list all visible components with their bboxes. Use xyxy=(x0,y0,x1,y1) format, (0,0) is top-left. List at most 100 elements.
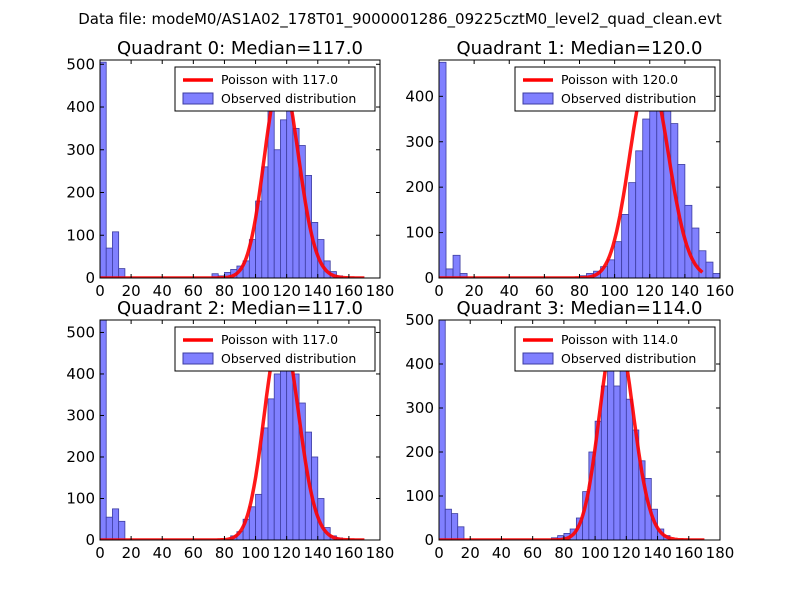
histogram-bar xyxy=(118,520,126,540)
poisson-curve xyxy=(100,326,365,540)
y-tick-label: 500 xyxy=(66,55,95,73)
quadrant-3-title: Quadrant 3: Median=114.0 xyxy=(457,298,703,319)
y-tick-label: 100 xyxy=(405,487,434,505)
x-tick-label: 40 xyxy=(153,544,172,562)
x-tick-label: 100 xyxy=(600,282,629,300)
figure-title: Data file: modeM0/AS1A02_178T01_90000012… xyxy=(78,10,722,29)
histogram-bar xyxy=(600,385,608,540)
legend-observed-label: Observed distribution xyxy=(221,351,356,366)
histogram-bar xyxy=(635,150,644,278)
y-tick-label: 300 xyxy=(405,399,434,417)
x-tick-label: 60 xyxy=(184,282,203,300)
y-tick-label: 400 xyxy=(66,98,95,116)
x-tick-label: 120 xyxy=(612,544,641,562)
y-tick-label: 200 xyxy=(66,448,95,466)
histogram-bar xyxy=(614,241,623,278)
y-tick-label: 200 xyxy=(66,184,95,202)
y-tick-label: 200 xyxy=(405,443,434,461)
histogram-bar xyxy=(451,513,459,540)
x-tick-label: 100 xyxy=(581,544,610,562)
y-tick-label: 300 xyxy=(66,406,95,424)
quadrant-2-plot: Quadrant 2: Median=117.00 20 40 60 80 100 120 1… xyxy=(66,298,394,562)
x-tick-label: 120 xyxy=(272,282,301,300)
x-tick-label: 40 xyxy=(500,282,519,300)
x-tick-label: 160 xyxy=(335,544,364,562)
x-tick-label: 160 xyxy=(674,544,703,562)
x-tick-label: 140 xyxy=(303,282,332,300)
legend-poisson-label: Poisson with 120.0 xyxy=(561,72,678,87)
histogram-bar xyxy=(286,106,294,278)
legend-box xyxy=(514,326,716,372)
quadrant-1-plot: Quadrant 1: Median=120.0 0 20 40 60 80 100 120 1… xyxy=(405,38,734,300)
x-tick-label: 120 xyxy=(635,282,664,300)
quadrant-0-title: Quadrant 0: Median=117.0 xyxy=(117,38,363,59)
x-tick-label: 80 xyxy=(554,544,573,562)
quadrant-3-legend: Poisson with 114.0 Observed distribution xyxy=(514,326,716,372)
quadrant-0-legend: Poisson with 117.0 Observed distribution xyxy=(174,66,376,112)
quadrant-1-legend: Poisson with 120.0 Observed distribution xyxy=(514,66,716,112)
quadrant-1-title: Quadrant 1: Median=120.0 xyxy=(457,38,703,59)
legend-observed-label: Observed distribution xyxy=(561,91,696,106)
y-tick-label: 0 xyxy=(85,531,95,549)
x-tick-label: 80 xyxy=(215,282,234,300)
y-tick-label: 0 xyxy=(424,269,434,287)
x-tick-label: 60 xyxy=(523,544,542,562)
poisson-curve xyxy=(439,327,705,540)
histogram-bar xyxy=(267,398,275,540)
x-tick-label: 60 xyxy=(535,282,554,300)
histogram-bar xyxy=(621,214,630,278)
x-tick-label: 0 xyxy=(434,282,444,300)
histogram-bar xyxy=(261,427,269,540)
quadrant-3-axes-frame xyxy=(438,319,721,541)
legend-observed-swatch xyxy=(182,352,214,365)
quadrant-2-legend: Poisson with 117.0 Observed distribution xyxy=(174,326,376,372)
histogram-bar xyxy=(439,320,446,540)
histogram-bar xyxy=(444,508,452,540)
histogram-bar xyxy=(439,61,447,278)
y-tick-label: 500 xyxy=(405,311,434,329)
x-tick-label: 180 xyxy=(366,544,395,562)
legend-observed-label: Observed distribution xyxy=(561,351,696,366)
histogram-bar xyxy=(712,273,720,278)
quadrant-2-data xyxy=(100,320,365,540)
histogram-bar xyxy=(112,508,120,540)
x-tick-label: 20 xyxy=(122,544,141,562)
x-tick-label: 140 xyxy=(671,282,700,300)
histogram-bar xyxy=(255,493,263,540)
legend-observed-label: Observed distribution xyxy=(221,91,356,106)
y-tick-label: 100 xyxy=(405,224,434,242)
legend-box xyxy=(514,66,716,112)
histogram-bar xyxy=(286,367,294,540)
y-tick-label: 400 xyxy=(405,355,434,373)
x-tick-label: 20 xyxy=(122,282,141,300)
quadrant-0-axes-frame xyxy=(99,59,381,279)
histogram-bar xyxy=(273,373,281,540)
y-tick-label: 0 xyxy=(85,269,95,287)
legend-poisson-label: Poisson with 117.0 xyxy=(221,72,338,87)
histogram-bar xyxy=(705,261,714,278)
histogram-bar xyxy=(625,398,633,540)
x-tick-label: 60 xyxy=(184,544,203,562)
legend-observed-swatch xyxy=(522,92,554,105)
histogram-bar xyxy=(607,354,615,540)
histogram-bar xyxy=(649,95,658,278)
quadrant-0-plot: Quadrant 0: Median=117.00 20 40 60 80 100 120 1… xyxy=(66,38,394,300)
quadrant-3-data xyxy=(439,320,705,540)
histogram-bar xyxy=(619,354,627,540)
histogram-bar xyxy=(105,516,113,540)
x-tick-label: 80 xyxy=(570,282,589,300)
quadrant-2-axes-frame xyxy=(99,319,381,541)
x-tick-label: 100 xyxy=(241,282,270,300)
y-tick-label: 300 xyxy=(405,133,434,151)
x-tick-label: 40 xyxy=(492,544,511,562)
y-tick-label: 500 xyxy=(66,323,95,341)
y-tick-label: 400 xyxy=(405,87,434,105)
y-tick-label: 200 xyxy=(405,178,434,196)
x-tick-label: 140 xyxy=(643,544,672,562)
x-tick-label: 20 xyxy=(465,282,484,300)
histogram-bar xyxy=(273,149,281,278)
quadrant-0-data xyxy=(100,61,365,278)
x-tick-label: 0 xyxy=(95,544,105,562)
histogram-bar xyxy=(459,273,468,278)
